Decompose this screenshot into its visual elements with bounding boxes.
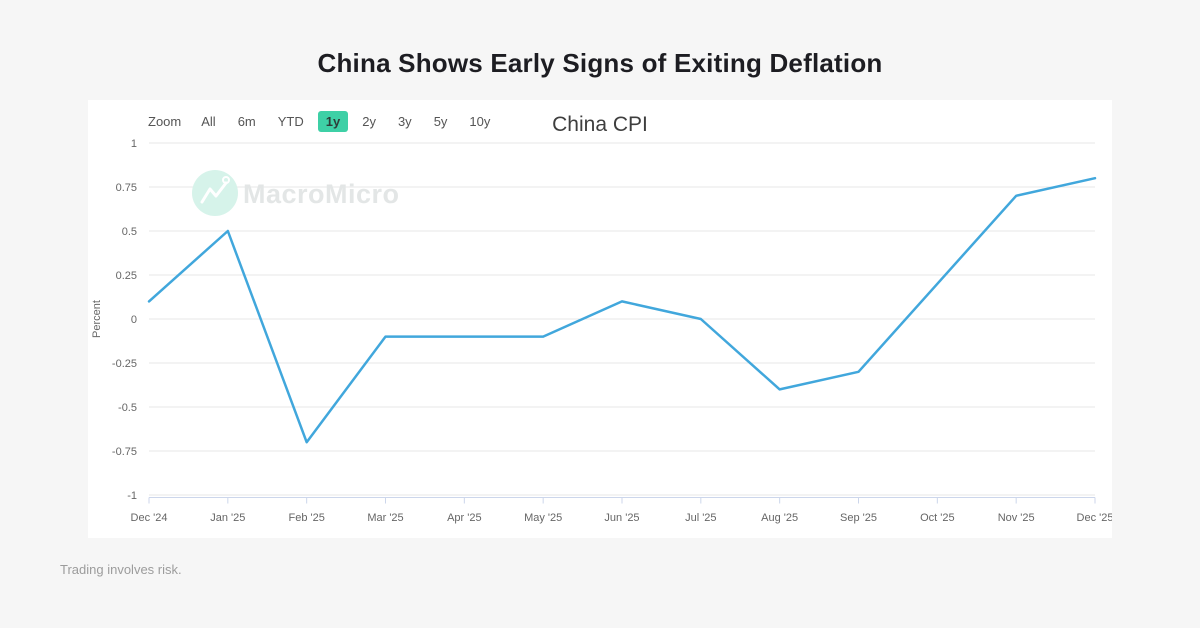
zoom-button-ytd[interactable]: YTD bbox=[277, 114, 304, 129]
zoom-button-all[interactable]: All bbox=[201, 114, 216, 129]
x-axis-tick-label: Dec '24 bbox=[131, 512, 168, 524]
y-axis-tick-label: 1 bbox=[131, 138, 137, 150]
y-axis-tick-label: 0 bbox=[131, 314, 137, 326]
x-axis-tick-label: Aug '25 bbox=[761, 512, 798, 524]
zoom-button-group: All 6m YTD 1y 2y 3y 5y 10y bbox=[193, 111, 498, 132]
y-axis-tick-label: 0.25 bbox=[116, 270, 137, 282]
x-axis-tick-label: Apr '25 bbox=[447, 512, 482, 524]
x-axis-tick-label: Jul '25 bbox=[685, 512, 716, 524]
zoom-toolbar: Zoom All 6m YTD 1y 2y 3y 5y 10y bbox=[148, 111, 498, 132]
macromicro-logo-peak-ring-icon bbox=[222, 176, 230, 184]
x-axis-tick-label: Jan '25 bbox=[210, 512, 245, 524]
cpi-line-chart-plot-area[interactable]: 1 0.75 0.5 0.25 0 -0.25 -0.5 -0.75 -1 MacroMicro D… bbox=[88, 100, 1112, 538]
zoom-button-3y[interactable]: 3y bbox=[397, 114, 412, 129]
x-axis-tick-label: Nov '25 bbox=[998, 512, 1035, 524]
zoom-button-6m[interactable]: 6m bbox=[237, 114, 256, 129]
zoom-button-1y[interactable]: 1y bbox=[317, 111, 349, 132]
chart-title: China CPI bbox=[552, 113, 648, 136]
y-axis-tick-label: 0.5 bbox=[122, 226, 137, 238]
zoom-button-2y[interactable]: 2y bbox=[362, 114, 376, 129]
y-axis-tick-label: 0.75 bbox=[116, 182, 137, 194]
zoom-button-5y[interactable]: 5y bbox=[433, 114, 448, 129]
series-line-china-cpi bbox=[147, 176, 1097, 444]
watermark-text: MacroMicro bbox=[243, 179, 400, 209]
chart-card: Zoom All 6m YTD 1y 2y 3y 5y 10y China CPI 1 0.75… bbox=[88, 100, 1112, 538]
x-axis-tick-label: Sep '25 bbox=[840, 512, 877, 524]
y-axis-tick-label: -0.75 bbox=[112, 446, 137, 458]
page-title: China Shows Early Signs of Exiting Defla… bbox=[317, 48, 883, 78]
x-axis-tick-label: Mar '25 bbox=[367, 512, 403, 524]
macromicro-mountain-logo-icon bbox=[200, 181, 228, 204]
y-axis-tick-label: -0.25 bbox=[112, 358, 137, 370]
zoom-button-10y[interactable]: 10y bbox=[469, 114, 491, 129]
x-axis-tick-label: Oct '25 bbox=[920, 512, 955, 524]
y-axis-tick-label: -1 bbox=[127, 490, 137, 502]
disclaimer-text: Trading involves risk. bbox=[60, 562, 182, 577]
y-axis-tick-label: -0.5 bbox=[118, 402, 137, 414]
x-axis-tick-label: Jun '25 bbox=[604, 512, 639, 524]
x-axis-tick-label: May '25 bbox=[524, 512, 562, 524]
x-axis-tick-label: Feb '25 bbox=[288, 512, 324, 524]
zoom-toolbar-label: Zoom bbox=[148, 114, 182, 129]
watermark: MacroMicro bbox=[192, 170, 400, 216]
y-axis-title: Percent bbox=[91, 300, 103, 338]
x-axis-tick-label: Dec '25 bbox=[1077, 512, 1112, 524]
